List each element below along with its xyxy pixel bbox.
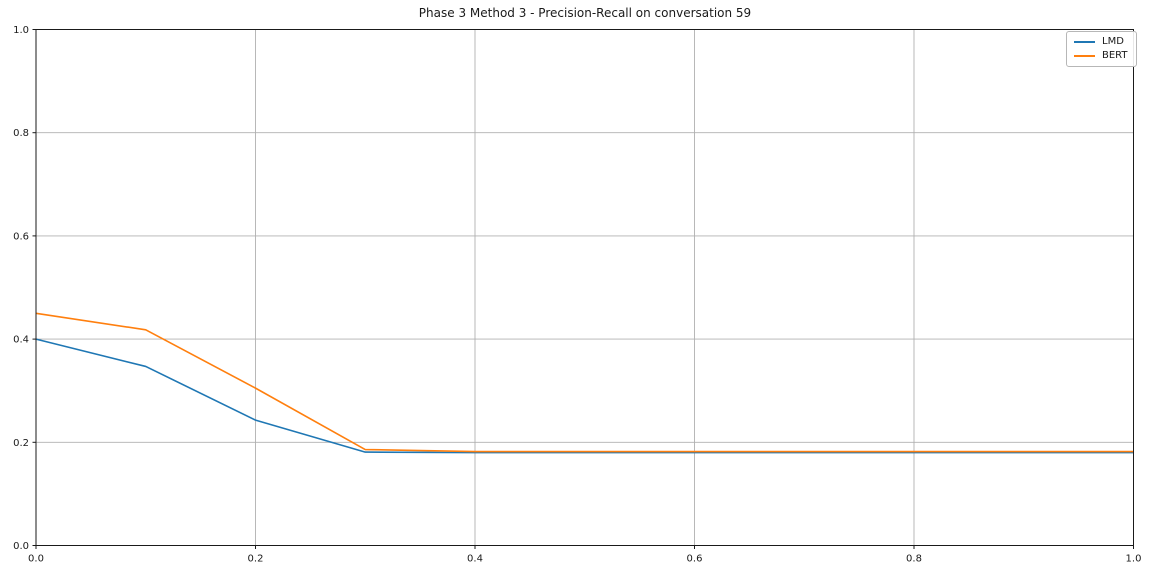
- legend-row: LMD: [1074, 37, 1128, 47]
- y-tick-label: 0.4: [13, 335, 29, 346]
- axes-spines: [35, 29, 1134, 546]
- x-tick-label: 0.4: [467, 554, 483, 565]
- y-tick-label: 1.0: [13, 25, 29, 36]
- legend: LMD BERT: [1066, 31, 1137, 67]
- x-tick-label: 0.2: [248, 554, 264, 565]
- x-tick-label: 0.0: [28, 554, 44, 565]
- legend-line-swatch-bert: [1074, 55, 1095, 57]
- y-tick-label: 0.0: [13, 541, 29, 552]
- x-tick-label: 1.0: [1126, 554, 1142, 565]
- y-tick-label: 0.6: [13, 231, 29, 242]
- y-tick-label: 0.8: [13, 128, 29, 139]
- legend-row: BERT: [1074, 51, 1128, 61]
- series-line-lmd: [35, 338, 1134, 454]
- legend-label-lmd: LMD: [1102, 36, 1124, 47]
- x-tick-label: 0.6: [687, 554, 703, 565]
- legend-label-bert: BERT: [1102, 50, 1128, 61]
- series-line-bert: [35, 312, 1134, 453]
- chart-title: Phase 3 Method 3 - Precision-Recall on c…: [418, 6, 752, 20]
- legend-line-swatch-lmd: [1074, 41, 1095, 43]
- x-tick-label: 0.8: [906, 554, 922, 565]
- y-tick-label: 0.2: [13, 438, 29, 449]
